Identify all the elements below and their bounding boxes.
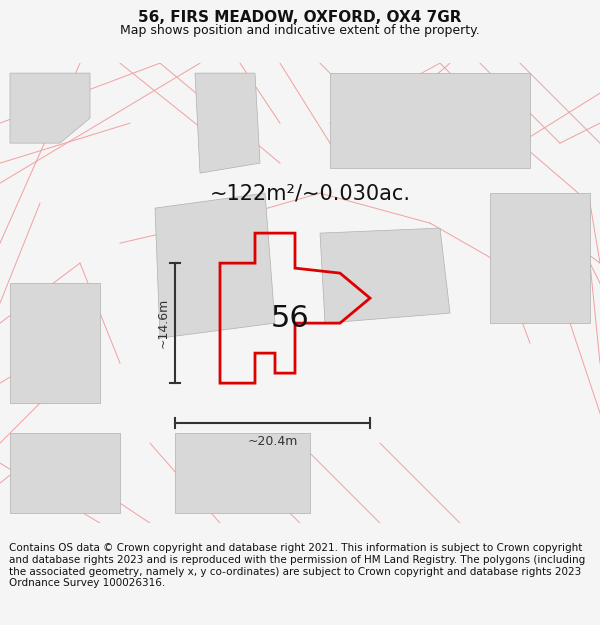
Text: 56, FIRS MEADOW, OXFORD, OX4 7GR: 56, FIRS MEADOW, OXFORD, OX4 7GR	[138, 11, 462, 26]
Text: Map shows position and indicative extent of the property.: Map shows position and indicative extent…	[120, 24, 480, 37]
Text: ~20.4m: ~20.4m	[247, 434, 298, 447]
Polygon shape	[195, 73, 260, 173]
Polygon shape	[175, 433, 310, 513]
Polygon shape	[320, 228, 450, 323]
Polygon shape	[10, 73, 90, 143]
Text: Contains OS data © Crown copyright and database right 2021. This information is : Contains OS data © Crown copyright and d…	[9, 544, 585, 588]
Polygon shape	[155, 193, 275, 338]
Text: 56: 56	[271, 304, 310, 332]
Polygon shape	[490, 193, 590, 323]
Polygon shape	[10, 283, 100, 403]
Text: ~14.6m: ~14.6m	[157, 298, 170, 348]
Polygon shape	[330, 73, 530, 168]
Text: ~122m²/~0.030ac.: ~122m²/~0.030ac.	[209, 183, 410, 203]
Polygon shape	[10, 433, 120, 513]
